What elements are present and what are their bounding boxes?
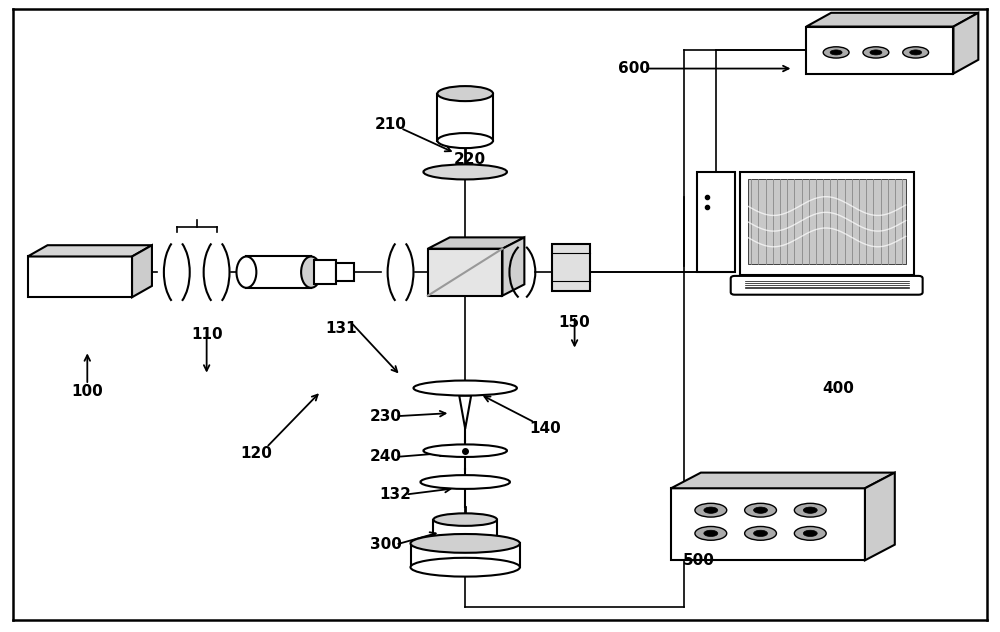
Ellipse shape <box>433 513 497 526</box>
Polygon shape <box>428 238 524 248</box>
Text: 150: 150 <box>559 315 590 330</box>
Bar <box>437 94 493 140</box>
Ellipse shape <box>745 526 776 540</box>
Ellipse shape <box>803 507 817 513</box>
Polygon shape <box>953 13 978 73</box>
Bar <box>428 248 502 296</box>
Bar <box>28 257 132 297</box>
Ellipse shape <box>420 475 510 489</box>
Polygon shape <box>28 245 152 257</box>
Ellipse shape <box>704 507 718 513</box>
Bar <box>671 489 865 561</box>
Polygon shape <box>459 396 471 428</box>
Ellipse shape <box>794 503 826 517</box>
Ellipse shape <box>437 133 493 148</box>
Text: 400: 400 <box>822 380 854 396</box>
Ellipse shape <box>437 86 493 101</box>
Bar <box>697 172 735 272</box>
Text: 230: 230 <box>370 409 402 423</box>
Ellipse shape <box>704 530 718 537</box>
Polygon shape <box>806 13 978 27</box>
Text: 600: 600 <box>618 61 650 76</box>
Text: 210: 210 <box>375 118 407 133</box>
Ellipse shape <box>423 444 507 457</box>
Text: 110: 110 <box>191 327 222 343</box>
Bar <box>552 244 590 291</box>
Polygon shape <box>671 473 895 489</box>
Text: 220: 220 <box>454 152 486 167</box>
Bar <box>806 27 953 73</box>
Ellipse shape <box>903 47 929 58</box>
Bar <box>314 260 336 284</box>
Ellipse shape <box>695 526 727 540</box>
Text: 120: 120 <box>240 446 272 461</box>
Ellipse shape <box>433 537 497 550</box>
Ellipse shape <box>745 503 776 517</box>
Ellipse shape <box>803 530 817 537</box>
Ellipse shape <box>863 47 889 58</box>
Ellipse shape <box>301 257 321 288</box>
Text: 100: 100 <box>71 384 103 399</box>
Ellipse shape <box>411 534 520 553</box>
Text: 132: 132 <box>380 487 412 502</box>
Ellipse shape <box>754 507 768 513</box>
Ellipse shape <box>413 380 517 396</box>
Polygon shape <box>502 238 524 296</box>
Ellipse shape <box>910 50 922 55</box>
Ellipse shape <box>423 164 507 179</box>
Ellipse shape <box>823 47 849 58</box>
Bar <box>433 520 497 544</box>
Text: 140: 140 <box>529 422 561 436</box>
Bar <box>336 264 354 281</box>
Ellipse shape <box>695 503 727 517</box>
Ellipse shape <box>870 50 882 55</box>
Text: 300: 300 <box>370 537 402 552</box>
Ellipse shape <box>830 50 842 55</box>
Bar <box>411 544 520 567</box>
Ellipse shape <box>754 530 768 537</box>
Ellipse shape <box>236 257 256 288</box>
Bar <box>246 257 311 288</box>
Bar <box>748 179 906 264</box>
Text: 500: 500 <box>683 553 715 568</box>
Bar <box>740 172 914 276</box>
Polygon shape <box>865 473 895 561</box>
Polygon shape <box>132 245 152 297</box>
FancyBboxPatch shape <box>731 276 923 295</box>
Text: 131: 131 <box>325 321 357 336</box>
Ellipse shape <box>794 526 826 540</box>
Ellipse shape <box>411 558 520 576</box>
Text: 240: 240 <box>370 449 402 465</box>
